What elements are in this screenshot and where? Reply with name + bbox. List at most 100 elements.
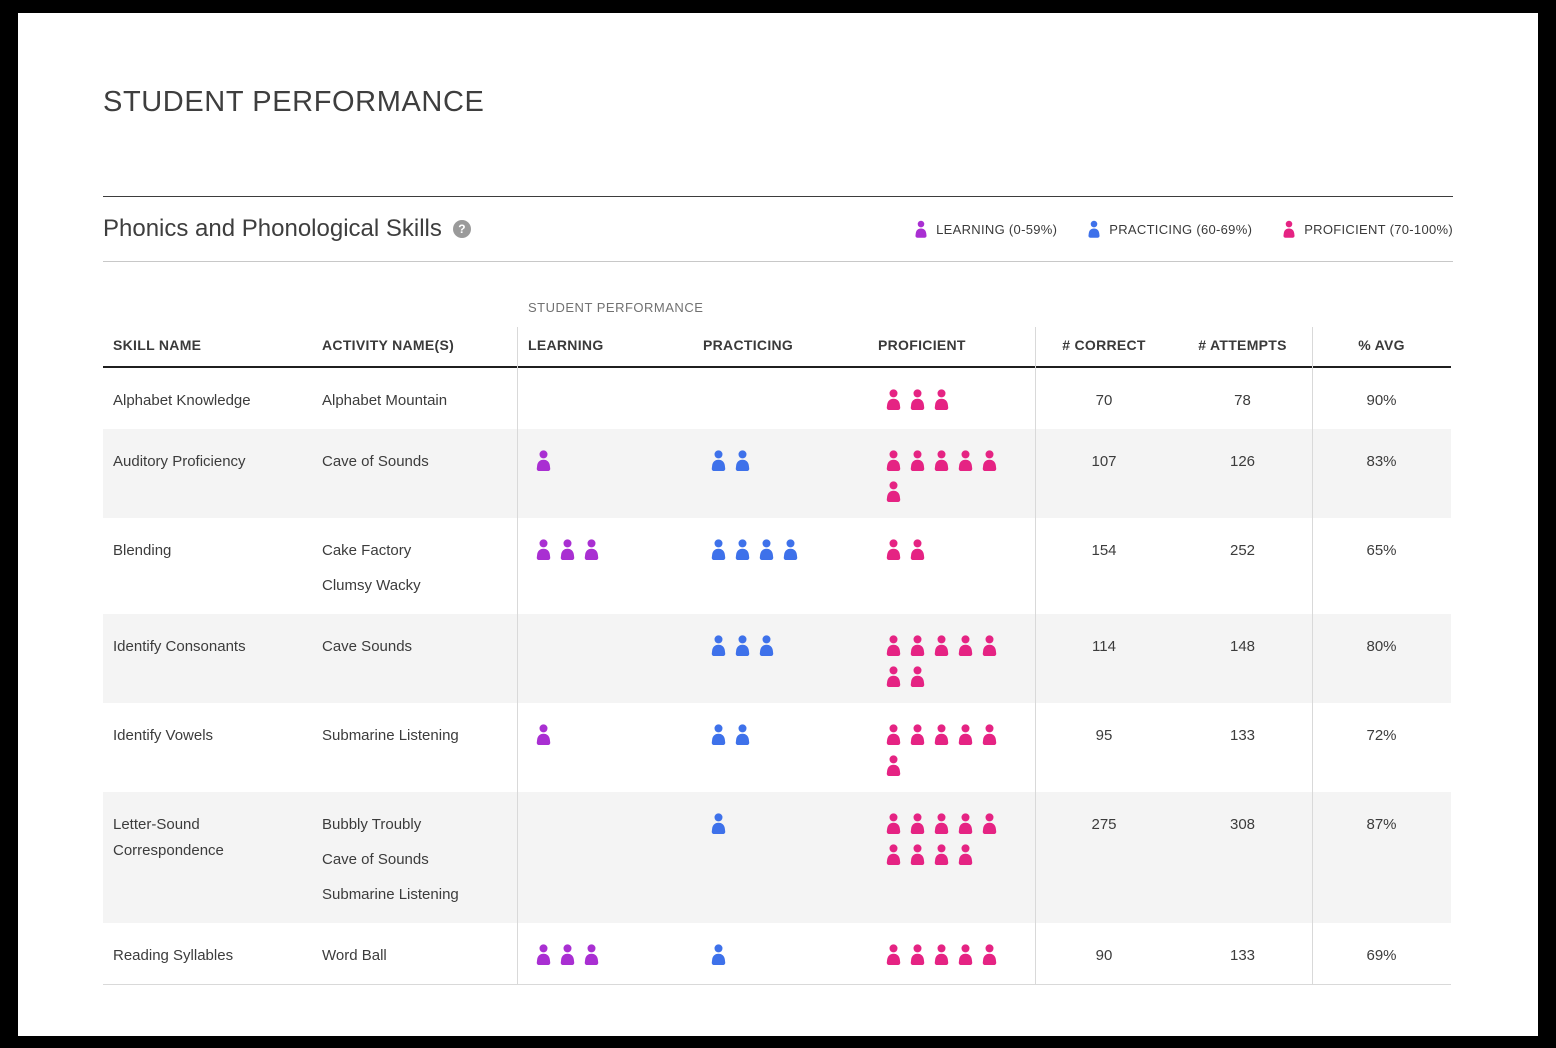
person-icon: [886, 481, 901, 503]
person-icon: [910, 666, 925, 688]
person-icon: [886, 755, 901, 777]
column-divider: [1312, 327, 1313, 985]
correct-cell: 90: [1095, 947, 1113, 964]
person-icon: [1283, 220, 1295, 238]
activity-names-cell: Cave of Sounds: [312, 429, 517, 518]
proficient-count-cell: [867, 614, 1005, 703]
attempts-cell: 252: [1229, 542, 1256, 559]
person-icon: [711, 813, 726, 835]
proficient-count-cell: [867, 429, 1005, 518]
correct-cell: 275: [1091, 816, 1117, 833]
group-header-student-performance: STUDENT PERFORMANCE: [528, 300, 704, 315]
table-row: Alphabet Knowledge Alphabet Mountain 70 78 9…: [103, 368, 1451, 429]
person-icon: [910, 813, 925, 835]
person-icon: [934, 724, 949, 746]
learning-count-cell: [517, 703, 655, 792]
person-icon: [886, 539, 901, 561]
table-row: Blending Cake Factory Clumsy Wacky 154 252 65…: [103, 518, 1451, 614]
activity-names-cell: Cave Sounds: [312, 614, 517, 703]
skill-name-cell: Identify Consonants: [113, 638, 246, 655]
person-icon: [982, 450, 997, 472]
attempts-cell: 133: [1229, 727, 1256, 744]
activity-name: Cake Factory: [322, 542, 412, 559]
person-icon: [958, 724, 973, 746]
attempts-cell: 148: [1229, 638, 1256, 655]
col-header-correct: # CORRECT: [1062, 337, 1146, 353]
legend-label: PROFICIENT (70-100%): [1304, 221, 1453, 237]
practicing-count-cell: [692, 703, 830, 792]
skill-name-cell: Identify Vowels: [113, 727, 214, 744]
table-body: Alphabet Knowledge Alphabet Mountain 70 78 9…: [103, 368, 1451, 985]
learning-count-cell: [517, 368, 655, 429]
person-icon: [910, 944, 925, 966]
person-icon: [982, 724, 997, 746]
person-icon: [958, 944, 973, 966]
person-icon: [915, 220, 927, 238]
person-icon: [886, 944, 901, 966]
attempts-cell: 78: [1234, 392, 1251, 409]
person-icon: [735, 539, 750, 561]
skill-name-cell: Reading Syllables: [113, 947, 234, 964]
person-icon: [958, 813, 973, 835]
practicing-count-cell: [692, 368, 830, 429]
person-icon: [958, 635, 973, 657]
performance-table: STUDENT PERFORMANCE SKILL NAME ACTIVITY N…: [103, 300, 1451, 985]
proficient-count-cell: [867, 792, 1005, 923]
col-header-proficient: PROFICIENT: [878, 337, 966, 353]
person-icon: [910, 844, 925, 866]
correct-cell: 107: [1091, 453, 1117, 470]
learning-count-cell: [517, 614, 655, 703]
proficient-count-cell: [867, 518, 1005, 614]
person-icon: [910, 635, 925, 657]
skill-name-cell: Blending: [113, 542, 172, 559]
table-row: Auditory Proficiency Cave of Sounds 107 126…: [103, 429, 1451, 518]
person-icon: [934, 813, 949, 835]
col-header-activity: ACTIVITY NAME(S): [322, 337, 455, 353]
col-header-attempts: # ATTEMPTS: [1198, 337, 1287, 353]
person-icon: [584, 539, 599, 561]
activity-name: Submarine Listening: [322, 727, 459, 744]
practicing-count-cell: [692, 792, 830, 923]
learning-count-cell: [517, 518, 655, 614]
learning-count-cell: [517, 429, 655, 518]
person-icon: [934, 635, 949, 657]
person-icon: [783, 539, 798, 561]
activity-name: Cave of Sounds: [322, 851, 429, 868]
table-row: Letter-Sound Correspondence Bubbly Troubl…: [103, 792, 1451, 923]
correct-cell: 154: [1091, 542, 1117, 559]
practicing-count-cell: [692, 923, 830, 984]
avg-cell: 69%: [1366, 947, 1397, 964]
skill-name-cell: Alphabet Knowledge: [113, 392, 251, 409]
person-icon: [759, 635, 774, 657]
legend: LEARNING (0-59%) PRACTICING (60-69%) PROFI…: [914, 220, 1453, 239]
avg-cell: 72%: [1366, 727, 1397, 744]
avg-cell: 83%: [1366, 453, 1397, 470]
person-icon: [910, 724, 925, 746]
person-icon: [886, 666, 901, 688]
learning-count-cell: [517, 792, 655, 923]
legend-label: LEARNING (0-59%): [936, 221, 1058, 237]
person-icon: [536, 944, 551, 966]
page-title: STUDENT PERFORMANCE: [103, 86, 485, 118]
person-icon: [934, 944, 949, 966]
help-icon[interactable]: ?: [452, 220, 471, 238]
person-icon: [711, 944, 726, 966]
column-divider: [517, 327, 518, 985]
practicing-count-cell: [692, 518, 830, 614]
person-icon: [735, 635, 750, 657]
person-icon: [934, 450, 949, 472]
correct-cell: 70: [1095, 392, 1113, 409]
person-icon: [1088, 220, 1100, 238]
table-row: Identify Consonants Cave Sounds 114 148 80%: [103, 614, 1451, 703]
activity-name: Cave Sounds: [322, 638, 413, 655]
person-icon: [560, 539, 575, 561]
avg-cell: 80%: [1366, 638, 1397, 655]
person-icon: [711, 539, 726, 561]
attempts-cell: 308: [1229, 816, 1256, 833]
section-header: Phonics and Phonological Skills ? LEARNI…: [103, 197, 1453, 261]
activity-names-cell: Cake Factory Clumsy Wacky: [312, 518, 517, 614]
person-icon: [886, 813, 901, 835]
activity-name: Alphabet Mountain: [322, 392, 448, 409]
person-icon: [711, 724, 726, 746]
person-icon: [982, 944, 997, 966]
